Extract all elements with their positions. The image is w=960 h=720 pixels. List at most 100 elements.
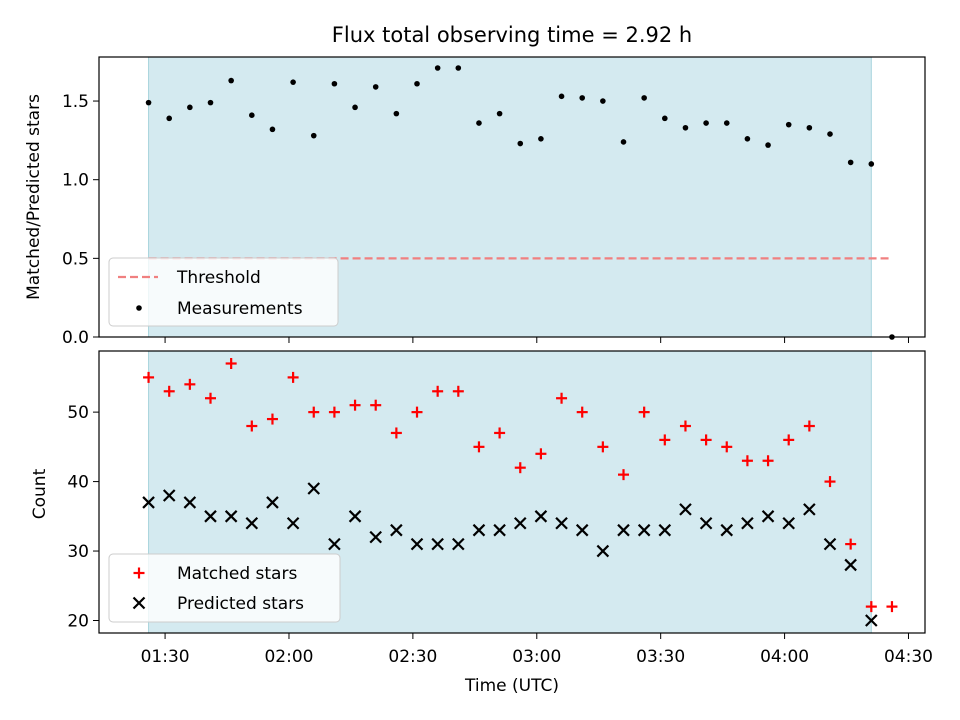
predicted-star-point <box>699 516 713 530</box>
measurement-point <box>455 65 462 71</box>
measurement-point <box>290 79 296 85</box>
predicted-star-point <box>513 516 527 530</box>
measurement-point <box>352 104 358 111</box>
predicted-star-point <box>204 510 217 523</box>
predicted-star-point <box>575 523 589 537</box>
predicted-star-point <box>617 523 630 537</box>
measurement-point <box>620 139 627 145</box>
matched-star-point <box>638 406 650 418</box>
matched-star-point <box>803 420 815 432</box>
matched-star-point <box>308 406 320 418</box>
legend-box <box>108 257 339 327</box>
x-tick-label: 03:00 <box>512 647 561 667</box>
predicted-star-point <box>844 558 857 572</box>
matched-star-point <box>721 441 733 453</box>
measurement-point <box>496 110 503 117</box>
matched-star-point <box>349 399 361 411</box>
matched-star-point <box>659 434 671 446</box>
measurement-point <box>682 124 689 131</box>
measurement-point <box>414 80 420 87</box>
predicted-star-point <box>823 537 837 551</box>
measurement-point <box>145 99 152 106</box>
matched-star-point <box>679 420 691 432</box>
matched-star-point <box>205 392 217 404</box>
matched-star-point <box>287 371 299 383</box>
predicted-star-point <box>534 510 548 523</box>
matched-star-point <box>576 406 588 418</box>
predicted-star-point <box>741 516 754 530</box>
y-tick-label: 0.5 <box>62 249 89 269</box>
matched-star-point <box>266 413 278 425</box>
matched-star-point <box>700 434 712 446</box>
measurement-point <box>662 115 668 122</box>
measurement-point <box>723 120 730 126</box>
y-tick-label: 0.0 <box>62 328 89 348</box>
measurement-point <box>641 95 647 101</box>
measurement-point <box>827 131 833 137</box>
predicted-star-point <box>183 496 197 509</box>
legend-matched-label: Matched stars <box>177 564 297 584</box>
predicted-star-point <box>782 516 795 530</box>
top-axes-frame <box>98 56 926 338</box>
measurement-point <box>579 95 586 101</box>
predicted-star-point <box>162 489 176 502</box>
matched-star-point <box>390 427 402 439</box>
matched-star-point <box>143 371 155 383</box>
matched-star-point <box>618 469 630 481</box>
matched-star-point <box>886 601 898 613</box>
bottom-axes-frame <box>98 350 926 634</box>
matched-star-point <box>473 441 485 453</box>
matched-star-point <box>783 434 795 446</box>
measurement-point <box>558 93 565 100</box>
measurement-point <box>310 132 317 139</box>
matched-star-point <box>328 406 340 418</box>
measurement-point <box>434 65 441 71</box>
x-tick-label: 04:30 <box>884 647 933 667</box>
predicted-star-point <box>142 496 155 509</box>
measurement-point <box>476 120 482 126</box>
predicted-star-point <box>328 537 341 551</box>
predicted-star-point <box>266 496 279 509</box>
measurement-point <box>765 142 771 148</box>
predicted-star-point <box>555 516 568 530</box>
predicted-star-point <box>637 523 651 537</box>
legend-measurements-label: Measurements <box>177 299 303 319</box>
matched-star-point <box>762 455 774 467</box>
top-panel: 0.0 0.5 1.0 1.5 Threshold Measurements <box>62 56 926 348</box>
measurement-point <box>744 135 751 142</box>
bottom-legend: Matched stars Predicted stars <box>108 553 341 623</box>
measurement-point <box>269 126 276 133</box>
bottom-y-axis-label: Count <box>30 468 50 519</box>
measurement-point <box>331 80 338 87</box>
matched-star-point <box>452 385 464 397</box>
measurement-point <box>703 120 709 126</box>
y-tick-label: 30 <box>67 542 89 562</box>
x-tick-label: 02:00 <box>264 647 313 667</box>
measurement-point <box>228 77 234 84</box>
y-tick-label: 50 <box>67 403 89 423</box>
x-axis-label: Time (UTC) <box>464 676 559 696</box>
matched-star-point <box>824 476 836 488</box>
measurement-point <box>868 161 875 167</box>
matched-star-point <box>225 358 237 370</box>
measurement-point <box>207 99 214 106</box>
matched-star-point <box>535 448 547 460</box>
matched-star-point <box>184 378 196 390</box>
y-tick-label: 40 <box>67 473 89 493</box>
x-tick-label: 04:00 <box>760 647 809 667</box>
predicted-star-point <box>224 510 238 523</box>
predicted-star-point <box>803 503 816 516</box>
measurement-point <box>187 104 193 111</box>
measurement-point <box>517 140 524 147</box>
predicted-star-point <box>348 510 362 523</box>
chart-title: Flux total observing time = 2.92 h <box>332 23 692 47</box>
predicted-star-point <box>369 530 382 544</box>
measurement-point <box>847 159 854 166</box>
measurement-point <box>600 98 606 104</box>
predicted-star-point <box>286 516 300 530</box>
matched-star-point <box>494 427 506 439</box>
legend-measurements-swatch <box>136 305 142 311</box>
matched-star-point <box>845 538 857 550</box>
x-tick-label: 02:30 <box>388 647 437 667</box>
